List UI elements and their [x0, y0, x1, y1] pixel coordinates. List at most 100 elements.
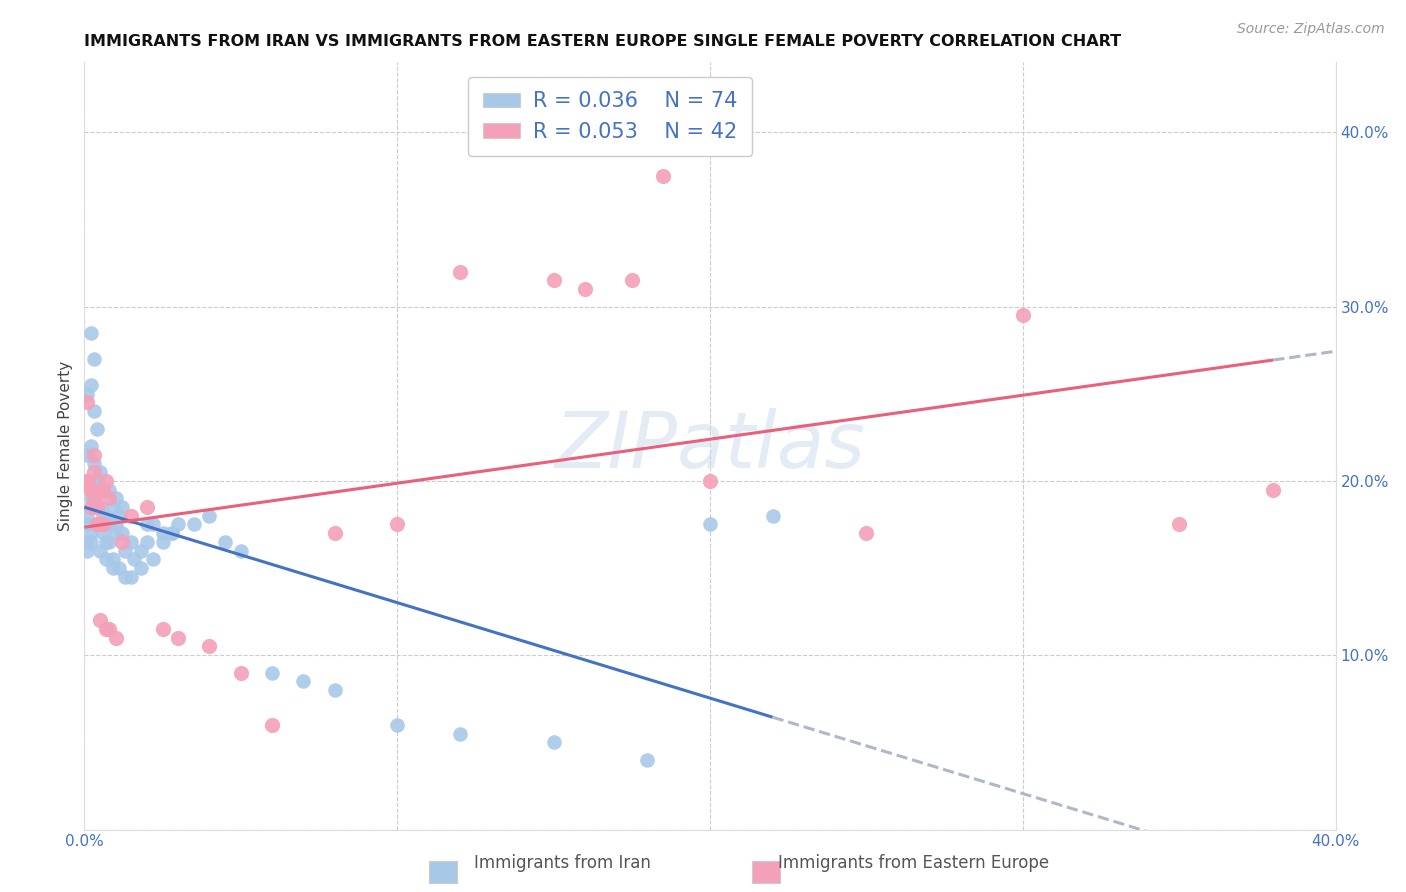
Point [167, 631, 190, 645]
Point [1012, 308, 1035, 322]
Point [111, 526, 134, 541]
Point [160, 526, 183, 541]
Point [323, 526, 346, 541]
Point [620, 273, 643, 287]
Point [262, 665, 284, 680]
Point [79, 326, 101, 340]
Point [699, 474, 721, 488]
Point [91, 526, 114, 541]
Point [114, 570, 136, 584]
Point [79, 483, 101, 497]
Point [89, 613, 111, 627]
Point [98, 517, 121, 532]
Point [79, 491, 101, 506]
Point [574, 282, 596, 296]
Point [91, 483, 114, 497]
Point [262, 718, 284, 732]
Point [96, 622, 118, 636]
Point [79, 483, 101, 497]
Point [79, 500, 101, 514]
Point [89, 517, 111, 532]
Text: Immigrants from Eastern Europe: Immigrants from Eastern Europe [779, 855, 1049, 872]
Point [385, 517, 409, 532]
Text: IMMIGRANTS FROM IRAN VS IMMIGRANTS FROM EASTERN EUROPE SINGLE FEMALE POVERTY COR: IMMIGRANTS FROM IRAN VS IMMIGRANTS FROM … [84, 34, 1122, 49]
Point [129, 543, 152, 558]
Point [101, 552, 124, 566]
Point [229, 665, 252, 680]
Point [111, 534, 134, 549]
Point [89, 543, 111, 558]
Point [89, 500, 111, 514]
Point [183, 517, 205, 532]
Point [101, 561, 124, 575]
Point [76, 395, 98, 409]
Point [83, 474, 105, 488]
Legend: R = 0.036    N = 74, R = 0.053    N = 42: R = 0.036 N = 74, R = 0.053 N = 42 [468, 77, 752, 156]
Point [86, 517, 108, 532]
Point [96, 552, 118, 566]
Point [1263, 483, 1285, 497]
Point [79, 378, 101, 392]
Point [79, 526, 101, 541]
Point [86, 517, 108, 532]
Point [699, 517, 721, 532]
Point [89, 465, 111, 479]
Point [83, 404, 105, 418]
Point [96, 474, 118, 488]
Point [120, 534, 142, 549]
Point [120, 508, 142, 523]
Point [449, 265, 471, 279]
Text: ZIPatlas: ZIPatlas [554, 408, 866, 484]
Point [86, 421, 108, 435]
Point [76, 386, 98, 401]
Point [76, 508, 98, 523]
Point [449, 726, 471, 740]
Point [83, 491, 105, 506]
Point [76, 543, 98, 558]
Point [83, 483, 105, 497]
Point [76, 534, 98, 549]
Point [323, 683, 346, 698]
Point [855, 526, 877, 541]
Point [198, 508, 221, 523]
Point [136, 517, 159, 532]
Point [76, 474, 98, 488]
Point [83, 351, 105, 366]
Point [98, 483, 121, 497]
Point [86, 500, 108, 514]
Point [152, 526, 174, 541]
Point [101, 500, 124, 514]
Point [136, 534, 159, 549]
Point [83, 465, 105, 479]
Point [292, 674, 315, 689]
Point [652, 169, 675, 183]
Point [543, 273, 565, 287]
Point [91, 483, 114, 497]
Point [142, 552, 165, 566]
Point [83, 448, 105, 462]
Point [198, 640, 221, 654]
Text: Immigrants from Iran: Immigrants from Iran [474, 855, 651, 872]
Point [76, 474, 98, 488]
Point [79, 439, 101, 453]
Point [107, 561, 129, 575]
Point [160, 526, 183, 541]
Point [79, 534, 101, 549]
Point [86, 474, 108, 488]
Point [762, 508, 785, 523]
Point [91, 517, 114, 532]
Point [124, 552, 146, 566]
Y-axis label: Single Female Poverty: Single Female Poverty [58, 361, 73, 531]
Point [111, 500, 134, 514]
Point [1168, 517, 1191, 532]
Point [114, 543, 136, 558]
Point [543, 735, 565, 749]
Point [152, 622, 174, 636]
Point [129, 561, 152, 575]
Point [98, 622, 121, 636]
Point [152, 534, 174, 549]
Point [167, 517, 190, 532]
Point [136, 500, 159, 514]
Point [107, 508, 129, 523]
Point [86, 500, 108, 514]
